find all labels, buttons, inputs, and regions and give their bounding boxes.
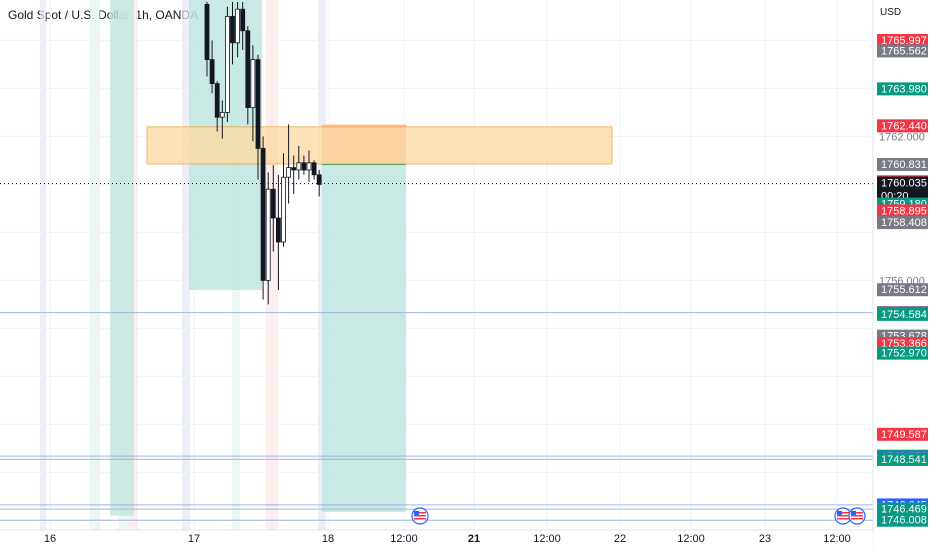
price-label-text: 1760.035	[881, 178, 927, 190]
price-label-box	[877, 452, 928, 466]
x-tick-label: 22	[614, 533, 626, 545]
currency-label: USD	[880, 7, 901, 18]
flag-stripe	[414, 518, 426, 520]
price-label-text: 1760.831	[881, 159, 927, 171]
price-label-box	[877, 82, 928, 96]
left-target-box	[110, 0, 134, 516]
candle-body	[306, 162, 312, 171]
price-label-text: 1746.008	[881, 515, 927, 527]
x-tick-label: 12:00	[823, 533, 851, 545]
position-boxes[interactable]	[110, 0, 613, 516]
price-label-text: 1763.980	[881, 83, 927, 95]
price-label-box	[877, 307, 928, 321]
price-label-box	[877, 502, 928, 516]
candle-body	[301, 162, 307, 171]
flag-stripe	[414, 512, 426, 514]
flag-stripe	[837, 515, 849, 517]
flag-canton	[851, 511, 856, 515]
price-axis[interactable]: USD1762.0001756.0001765.9971765.5621763.…	[872, 0, 932, 550]
horizontal-lines[interactable]	[0, 312, 873, 521]
flag-stripe	[837, 518, 849, 520]
candle-body	[270, 188, 276, 219]
price-label-text: 1765.997	[881, 35, 927, 47]
session-bands	[40, 0, 326, 530]
candle-body	[240, 8, 246, 32]
price-label-box	[877, 513, 928, 527]
candle-body	[214, 83, 220, 118]
price-label-text: 1758.895	[881, 205, 927, 217]
price-label-box	[877, 346, 928, 360]
candle-body	[230, 15, 235, 44]
flag-stripe	[851, 512, 863, 514]
price-label-text: 1755.612	[881, 284, 927, 296]
price-label-text: 1754.584	[881, 309, 927, 321]
x-tick-label: 12:00	[533, 533, 561, 545]
x-tick-label: 18	[322, 533, 334, 545]
price-label-box	[877, 33, 928, 47]
y-tick-label: 1762.000	[879, 131, 925, 143]
candle-body	[224, 15, 230, 113]
price-label-box	[877, 427, 928, 441]
price-label-text: 1748.541	[881, 454, 927, 466]
candle-body	[316, 174, 322, 185]
x-tick-label: 12:00	[390, 533, 418, 545]
flag-stripe	[851, 518, 863, 520]
flag-stripe	[414, 515, 426, 517]
candles	[204, 2, 322, 305]
x-tick-label: 16	[44, 533, 56, 545]
time-axis-background	[0, 530, 873, 550]
price-label-box	[877, 204, 928, 218]
price-label-box	[877, 216, 928, 230]
symbol-title: Gold Spot / U.S. Dollar, 1h, OANDA	[8, 8, 199, 22]
flag-stripe	[851, 515, 863, 517]
candle-body	[209, 59, 215, 84]
time-axis[interactable]: 16 17 18 12:00 21 12:00 22 12:00 23 12:00	[0, 529, 873, 550]
candle-body	[311, 162, 317, 176]
us-flag-icon	[411, 507, 429, 525]
x-tick-label: 12:00	[677, 533, 705, 545]
event-flags[interactable]	[411, 507, 866, 525]
candle-body	[286, 167, 292, 178]
supply-zone	[146, 126, 613, 165]
candle-body	[265, 188, 271, 281]
flag-canton	[837, 511, 842, 515]
candle-body	[245, 30, 251, 109]
price-label-text: 1752.970	[881, 348, 927, 360]
candle-body	[296, 162, 302, 171]
candle-body	[281, 176, 286, 243]
price-label-text: 1758.408	[881, 217, 927, 229]
price-label-box	[877, 119, 928, 133]
price-label-text: 1746.469	[881, 504, 927, 516]
position-2-target-box	[322, 164, 406, 513]
candle-body	[235, 8, 241, 44]
grid-lines	[0, 0, 873, 530]
x-tick-label: 21	[468, 533, 480, 545]
us-flag-icon	[848, 507, 866, 525]
session-band	[90, 0, 100, 530]
candle-body	[291, 167, 297, 171]
candle-body	[204, 4, 210, 61]
candle-body	[219, 112, 225, 118]
price-label-text: 1762.440	[881, 120, 927, 132]
candle-body	[260, 147, 266, 281]
price-label-box	[877, 44, 928, 58]
price-label-text: 1749.587	[881, 429, 927, 441]
session-band	[40, 0, 46, 530]
price-label-box	[877, 283, 928, 297]
candle-body	[255, 59, 261, 149]
flag-canton	[414, 511, 419, 515]
price-label-text: 1765.562	[881, 45, 927, 57]
us-flag-icon	[834, 507, 852, 525]
x-tick-label: 17	[188, 533, 200, 545]
candle-body	[250, 59, 256, 108]
flag-stripe	[837, 512, 849, 514]
session-band	[182, 0, 190, 530]
x-tick-label: 23	[759, 533, 771, 545]
price-label-box	[877, 157, 928, 171]
candle-body	[275, 217, 281, 243]
